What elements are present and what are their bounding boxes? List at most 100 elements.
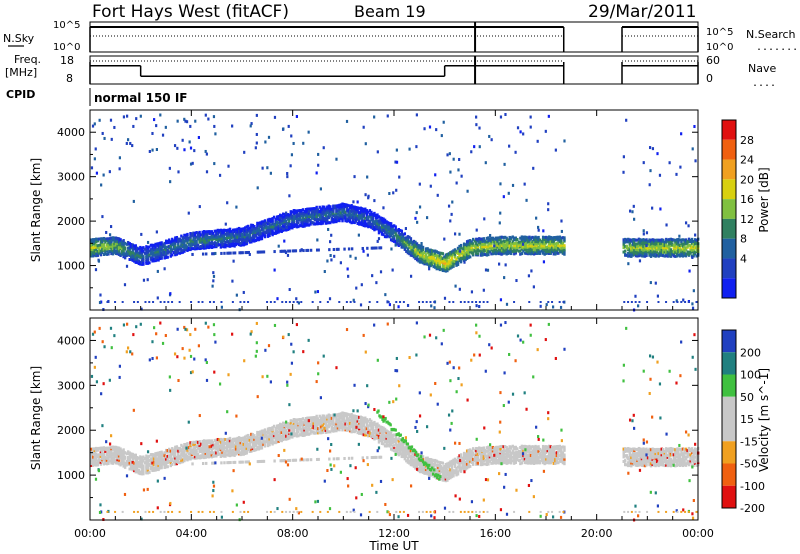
power-cell: [348, 212, 352, 216]
velocity-cell: [326, 414, 329, 418]
power-cell: [496, 245, 499, 249]
power-cell: [318, 215, 321, 219]
power-cell: [491, 240, 495, 244]
velocity-cell: [119, 452, 122, 456]
power-cell: [189, 237, 192, 241]
velocity-cell: [300, 423, 303, 427]
power-cell: [280, 225, 283, 229]
velocity-cell: [105, 452, 109, 456]
velocity-cell: [330, 428, 334, 432]
power-cell: [448, 152, 451, 156]
power-cell: [489, 233, 492, 237]
power-cell: [117, 245, 121, 249]
power-cell: [642, 254, 645, 258]
power-cell: [219, 228, 223, 232]
velocity-cell: [271, 428, 274, 432]
velocity-cell: [93, 463, 96, 467]
power-cell: [240, 237, 244, 241]
power-cell: [472, 237, 475, 241]
power-cell: [438, 265, 441, 269]
velocity-cell: [204, 439, 207, 443]
velocity-cell: [149, 465, 153, 469]
power-cell: [204, 239, 207, 243]
power-cell: [324, 207, 327, 211]
power-cell: [690, 248, 694, 252]
power-cell: [280, 230, 283, 234]
power-cell: [522, 237, 525, 241]
power-cell: [415, 145, 418, 149]
power-cell: [327, 221, 331, 225]
velocity-cell: [388, 437, 391, 441]
power-cell: [430, 252, 434, 256]
power-cell: [266, 218, 270, 222]
power-cell: [253, 233, 256, 237]
power-cell: [349, 301, 352, 303]
velocity-cell: [335, 422, 338, 426]
velocity-cell: [207, 451, 210, 455]
power-cell: [478, 145, 481, 149]
velocity-cell: [269, 441, 273, 445]
power-cell: [538, 244, 542, 248]
power-cell: [218, 230, 221, 234]
velocity-cell: [228, 441, 232, 445]
velocity-cell: [383, 440, 387, 444]
power-cell: [373, 211, 376, 215]
power-cell: [364, 209, 367, 213]
power-cell: [520, 235, 524, 239]
power-cell: [90, 166, 94, 170]
power-cell: [245, 240, 248, 244]
power-cell: [662, 250, 665, 254]
power-cell: [537, 247, 540, 251]
velocity-cell: [361, 428, 364, 432]
velocity-cell: [263, 430, 267, 434]
power-cell: [408, 244, 411, 248]
power-cell: [414, 243, 417, 247]
power-cell: [187, 246, 191, 250]
power-cell: [323, 217, 326, 221]
velocity-cell: [212, 451, 215, 455]
velocity-cell: [151, 465, 154, 469]
power-cell: [192, 247, 195, 251]
power-cell: [505, 241, 508, 245]
power-cell: [658, 248, 662, 252]
power-cell: [674, 248, 677, 252]
velocity-cell: [259, 438, 262, 442]
power-cell: [450, 252, 454, 256]
power-cell: [374, 221, 378, 225]
velocity-cell: [326, 428, 329, 432]
velocity-cell: [300, 427, 303, 431]
velocity-cell: [253, 448, 256, 452]
power-cell: [287, 249, 290, 253]
power-cell: [414, 252, 417, 256]
power-cell: [126, 246, 130, 250]
power-cell: [222, 231, 226, 235]
power-cell: [183, 148, 186, 152]
power-cell: [681, 254, 685, 258]
power-cell: [660, 246, 663, 250]
power-cell: [633, 250, 636, 254]
velocity-cell: [186, 458, 189, 462]
power-cell: [490, 236, 493, 240]
power-cell: [558, 235, 562, 239]
velocity-cell: [148, 458, 151, 462]
power-cell: [692, 244, 695, 248]
power-cell: [402, 239, 405, 243]
velocity-cell: [120, 451, 124, 455]
power-cell: [408, 252, 411, 256]
power-cell: [417, 243, 420, 247]
power-cell: [284, 251, 288, 255]
power-cell: [559, 305, 563, 309]
power-cell: [282, 221, 285, 225]
velocity-cell: [365, 419, 369, 423]
power-cell: [462, 249, 466, 253]
velocity-cell: [399, 452, 402, 456]
power-cell: [99, 245, 103, 249]
power-cell: [408, 240, 411, 244]
power-cell: [323, 205, 326, 209]
power-cell: [526, 237, 530, 241]
power-cell: [681, 246, 685, 250]
power-cell: [169, 292, 172, 296]
velocity-cell: [392, 445, 396, 449]
velocity-cell: [181, 445, 185, 449]
power-cell: [645, 246, 648, 250]
